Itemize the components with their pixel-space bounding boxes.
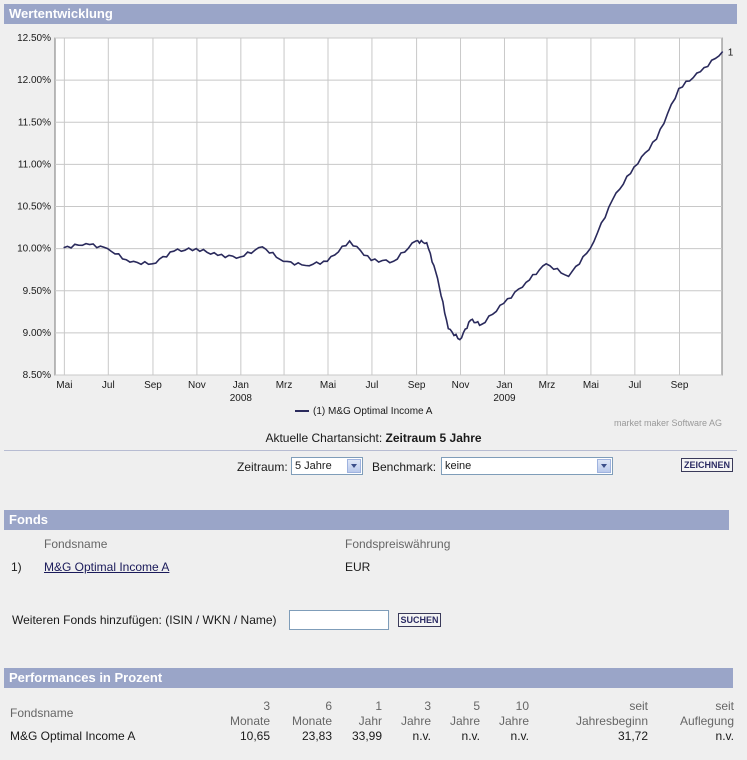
perf-value-ytd: 31,72 bbox=[617, 729, 648, 743]
benchmark-label: Benchmark: bbox=[372, 460, 437, 474]
perf-value-3y: n.v. bbox=[412, 729, 431, 743]
legend-swatch bbox=[295, 410, 309, 413]
section-divider bbox=[4, 450, 737, 451]
zeichnen-button[interactable]: ZEICHNEN bbox=[681, 458, 733, 472]
perf-header-line1: 5 bbox=[473, 699, 480, 713]
chart-view-prefix: Aktuelle Chartansicht: bbox=[265, 431, 383, 445]
perf-header-line1: seit bbox=[629, 699, 648, 713]
x-tick-label: Sep bbox=[408, 380, 426, 391]
perf-header-line1: 3 bbox=[424, 699, 431, 713]
x-tick-label: Sep bbox=[144, 380, 162, 391]
add-fonds-input[interactable] bbox=[289, 610, 389, 630]
fonds-header: Fonds bbox=[4, 510, 729, 530]
perf-header-line2: Monate bbox=[291, 714, 332, 728]
x-tick-label: Jul bbox=[102, 380, 115, 391]
perf-header-line2: Auflegung bbox=[679, 714, 734, 728]
perf-value-1y: 33,99 bbox=[351, 729, 382, 743]
perf-header-6m: 6 Monate bbox=[272, 699, 332, 729]
perf-header-line1: seit bbox=[715, 699, 734, 713]
perf-value-6m: 23,83 bbox=[301, 729, 332, 743]
zeitraum-label: Zeitraum: bbox=[237, 460, 288, 474]
zeitraum-select[interactable]: 5 Jahre bbox=[291, 457, 363, 475]
legend-label: (1) M&G Optimal Income A bbox=[313, 406, 433, 417]
perf-value-5y: n.v. bbox=[461, 729, 480, 743]
perf-value-3m: 10,65 bbox=[239, 729, 270, 743]
perf-header-since-launch: seit Auflegung bbox=[644, 699, 734, 729]
zeitraum-selected: 5 Jahre bbox=[295, 460, 332, 472]
chevron-down-icon[interactable] bbox=[347, 459, 361, 473]
perf-header-line2: Monate bbox=[229, 714, 270, 728]
x-tick-label: Sep bbox=[671, 380, 689, 391]
perf-header-line1: 1 bbox=[375, 699, 382, 713]
chart-credit: market maker Software AG bbox=[614, 418, 723, 428]
perf-header-ytd: seit Jahresbeginn bbox=[548, 699, 648, 729]
fonds-currency: EUR bbox=[345, 560, 371, 574]
perf-header-line1: 3 bbox=[263, 699, 270, 713]
x-tick-label: Nov bbox=[452, 380, 470, 391]
perf-header-line1: 10 bbox=[515, 699, 529, 713]
x-tick-label: Nov bbox=[188, 380, 206, 391]
y-tick-label: 11.00% bbox=[18, 159, 51, 170]
benchmark-selected: keine bbox=[445, 460, 472, 472]
wertentwicklung-header: Wertentwicklung bbox=[4, 4, 737, 24]
chart-view-caption: Aktuelle Chartansicht: Zeitraum 5 Jahre bbox=[0, 431, 747, 445]
x-year-label: 2008 bbox=[230, 393, 253, 404]
perf-value-since-launch: n.v. bbox=[715, 729, 734, 743]
x-tick-label: Mrz bbox=[539, 380, 556, 391]
series-end-label: 1 bbox=[728, 47, 734, 58]
perf-name-header: Fondsname bbox=[10, 706, 74, 720]
fonds-title: Fonds bbox=[9, 512, 48, 527]
chart-view-value: Zeitraum 5 Jahre bbox=[385, 431, 482, 445]
perf-header-line2: Jahre bbox=[498, 714, 529, 728]
currency-column-header: Fondspreiswährung bbox=[345, 537, 451, 551]
perf-header-5y: 5 Jahre bbox=[430, 699, 480, 729]
x-tick-label: Mai bbox=[320, 380, 336, 391]
x-tick-label: Jan bbox=[496, 380, 512, 391]
y-tick-label: 10.00% bbox=[17, 244, 51, 255]
perf-header-3y: 3 Jahre bbox=[381, 699, 431, 729]
fondsname-column-header: Fondsname bbox=[44, 537, 108, 551]
performance-title: Performances in Prozent bbox=[9, 670, 163, 685]
fonds-row-index: 1) bbox=[11, 560, 22, 574]
x-tick-label: Jul bbox=[628, 380, 641, 391]
chart-legend: (1) M&G Optimal Income A bbox=[295, 406, 432, 417]
add-fonds-label: Weiteren Fonds hinzufügen: (ISIN / WKN /… bbox=[12, 613, 277, 627]
chevron-down-icon[interactable] bbox=[597, 459, 611, 473]
perf-value-10y: n.v. bbox=[510, 729, 529, 743]
y-tick-label: 8.50% bbox=[23, 370, 51, 381]
perf-header-line2: Jahre bbox=[400, 714, 431, 728]
suchen-button[interactable]: SUCHEN bbox=[398, 613, 441, 627]
x-tick-label: Jul bbox=[366, 380, 379, 391]
y-tick-label: 12.50% bbox=[17, 33, 51, 44]
y-tick-label: 10.50% bbox=[17, 202, 51, 213]
benchmark-select[interactable]: keine bbox=[441, 457, 613, 475]
performance-chart: 12.50% 12.00% 11.50% 11.00% 10.50% 10.00% 9.50… bbox=[0, 28, 747, 408]
x-year-label: 2009 bbox=[493, 393, 516, 404]
perf-row-name: M&G Optimal Income A bbox=[10, 729, 136, 743]
y-tick-label: 9.50% bbox=[23, 286, 51, 297]
y-tick-label: 11.50% bbox=[18, 117, 51, 128]
chart-controls: Zeitraum: 5 Jahre Benchmark: keine ZEICH… bbox=[0, 457, 747, 479]
chart-svg: 12.50% 12.00% 11.50% 11.00% 10.50% 10.00% 9.50… bbox=[17, 33, 734, 404]
x-tick-label: Mrz bbox=[276, 380, 293, 391]
y-tick-label: 12.00% bbox=[17, 75, 51, 86]
y-tick-label: 9.00% bbox=[23, 328, 51, 339]
series-line bbox=[63, 50, 724, 341]
perf-header-line1: 6 bbox=[325, 699, 332, 713]
wertentwicklung-title: Wertentwicklung bbox=[9, 6, 113, 21]
performance-header: Performances in Prozent bbox=[4, 668, 733, 688]
perf-header-line2: Jahr bbox=[358, 714, 382, 728]
fonds-name-link[interactable]: M&G Optimal Income A bbox=[44, 560, 170, 574]
perf-header-10y: 10 Jahre bbox=[479, 699, 529, 729]
perf-header-1y: 1 Jahr bbox=[332, 699, 382, 729]
x-tick-label: Mai bbox=[583, 380, 599, 391]
x-tick-label: Jan bbox=[233, 380, 249, 391]
perf-header-line2: Jahre bbox=[449, 714, 480, 728]
perf-header-3m: 3 Monate bbox=[210, 699, 270, 729]
perf-header-line2: Jahresbeginn bbox=[575, 714, 648, 728]
x-tick-label: Mai bbox=[56, 380, 72, 391]
